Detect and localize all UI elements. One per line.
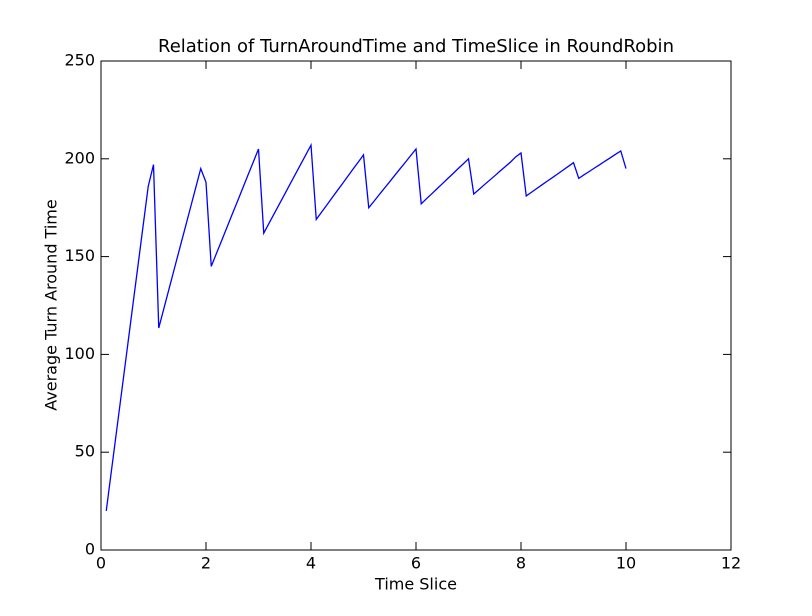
y-tick-label: 150 xyxy=(64,246,95,265)
x-tick-label: 4 xyxy=(306,554,316,573)
y-tick-label: 0 xyxy=(85,540,95,559)
x-tick-label: 10 xyxy=(616,554,636,573)
x-tick-label: 6 xyxy=(411,554,421,573)
chart-title: Relation of TurnAroundTime and TimeSlice… xyxy=(158,36,674,57)
y-tick-label: 250 xyxy=(64,51,95,70)
x-tick-label: 2 xyxy=(201,554,211,573)
y-tick-label: 50 xyxy=(75,442,95,461)
y-tick-label: 100 xyxy=(64,344,95,363)
y-tick-label: 200 xyxy=(64,148,95,167)
y-axis-label: Average Turn Around Time xyxy=(42,199,61,410)
x-tick-label: 12 xyxy=(721,554,741,573)
line-series xyxy=(105,142,627,511)
x-tick-label: 0 xyxy=(96,554,106,573)
x-axis-label: Time Slice xyxy=(374,575,457,594)
x-tick-label: 8 xyxy=(516,554,526,573)
